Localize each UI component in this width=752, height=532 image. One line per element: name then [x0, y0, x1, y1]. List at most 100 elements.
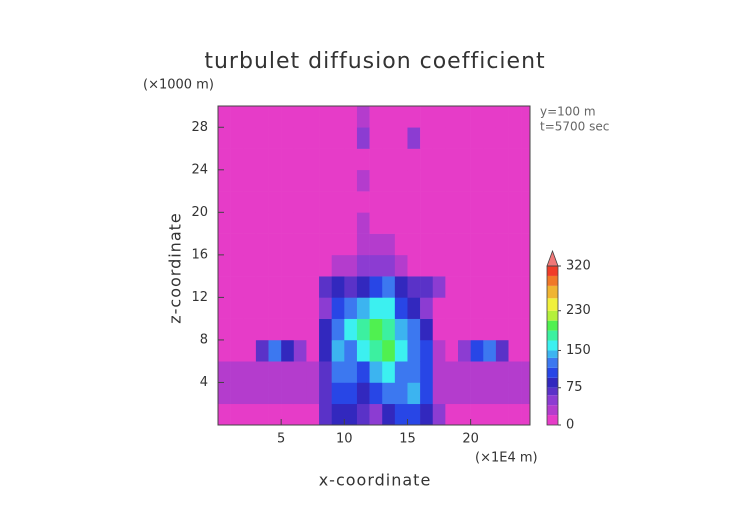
cell	[319, 297, 332, 319]
cell	[243, 361, 257, 383]
cell	[508, 233, 522, 256]
cell	[230, 297, 244, 319]
cell	[458, 148, 471, 171]
cell	[255, 318, 269, 341]
cell	[243, 276, 257, 298]
colorbar-band	[547, 320, 558, 331]
x-tick-label: 20	[462, 432, 479, 447]
cell	[344, 169, 358, 192]
cell	[407, 297, 421, 319]
colorbar-tick-label: 150	[566, 343, 591, 358]
cell	[331, 254, 345, 277]
cell	[331, 297, 345, 319]
cell	[218, 297, 231, 319]
cell	[495, 318, 509, 341]
cell	[281, 106, 295, 128]
colorbar-band	[547, 387, 558, 396]
cell	[445, 212, 459, 234]
colorbar-band	[547, 377, 558, 388]
cell	[483, 233, 497, 256]
cell	[268, 254, 282, 277]
cell	[458, 276, 471, 298]
cell	[218, 339, 231, 362]
cell	[255, 233, 269, 256]
cell	[521, 403, 531, 426]
colorbar-band	[547, 275, 558, 286]
cell	[268, 169, 282, 192]
cell	[218, 361, 231, 383]
cell	[218, 169, 231, 192]
cell	[344, 382, 358, 405]
cell	[331, 318, 345, 341]
cell	[268, 318, 282, 341]
cell	[458, 191, 471, 213]
cell	[445, 403, 459, 426]
cell	[306, 339, 320, 362]
cell	[382, 297, 396, 319]
cell	[445, 254, 459, 277]
cell	[432, 148, 446, 171]
cell	[508, 212, 522, 234]
cell	[508, 148, 522, 171]
cell	[407, 403, 421, 426]
cell	[407, 148, 421, 171]
cell	[369, 403, 383, 426]
cell	[432, 127, 446, 149]
cell	[344, 361, 358, 383]
cell	[521, 382, 531, 405]
cell	[420, 318, 434, 341]
cell	[293, 382, 307, 405]
cell	[356, 382, 370, 405]
cell	[356, 276, 370, 298]
cell	[394, 148, 408, 171]
cell	[495, 339, 509, 362]
cell	[331, 148, 345, 171]
cell	[331, 276, 345, 298]
cell	[521, 339, 531, 362]
cell	[293, 361, 307, 383]
cell	[458, 254, 471, 277]
cell	[255, 212, 269, 234]
cell	[293, 403, 307, 426]
cell	[293, 127, 307, 149]
cell	[369, 191, 383, 213]
cell	[432, 339, 446, 362]
cell	[369, 233, 383, 256]
cell	[521, 361, 531, 383]
cell	[445, 233, 459, 256]
cell	[344, 254, 358, 277]
cell	[432, 212, 446, 234]
cell	[458, 382, 471, 405]
cell	[306, 276, 320, 298]
cell	[268, 212, 282, 234]
cell	[230, 361, 244, 383]
cell	[508, 169, 522, 192]
annotation: y=100 m	[540, 105, 596, 119]
cell	[331, 361, 345, 383]
cell	[230, 212, 244, 234]
cell	[255, 254, 269, 277]
cell	[218, 212, 231, 234]
cell	[420, 169, 434, 192]
cell	[243, 233, 257, 256]
cell	[483, 339, 497, 362]
cell	[319, 403, 332, 426]
cell	[407, 382, 421, 405]
cell	[319, 254, 332, 277]
cell	[495, 169, 509, 192]
x-tick-label: 10	[336, 432, 353, 447]
cell	[344, 106, 358, 128]
colorbar-band	[547, 330, 558, 341]
cell	[470, 318, 484, 341]
cell	[470, 254, 484, 277]
cell	[356, 403, 370, 426]
cell	[218, 127, 231, 149]
cell	[218, 233, 231, 256]
cell	[293, 191, 307, 213]
cell	[407, 254, 421, 277]
cell	[344, 212, 358, 234]
cell	[394, 382, 408, 405]
x-tick-label: 15	[399, 432, 416, 447]
cell	[306, 127, 320, 149]
cell	[255, 382, 269, 405]
